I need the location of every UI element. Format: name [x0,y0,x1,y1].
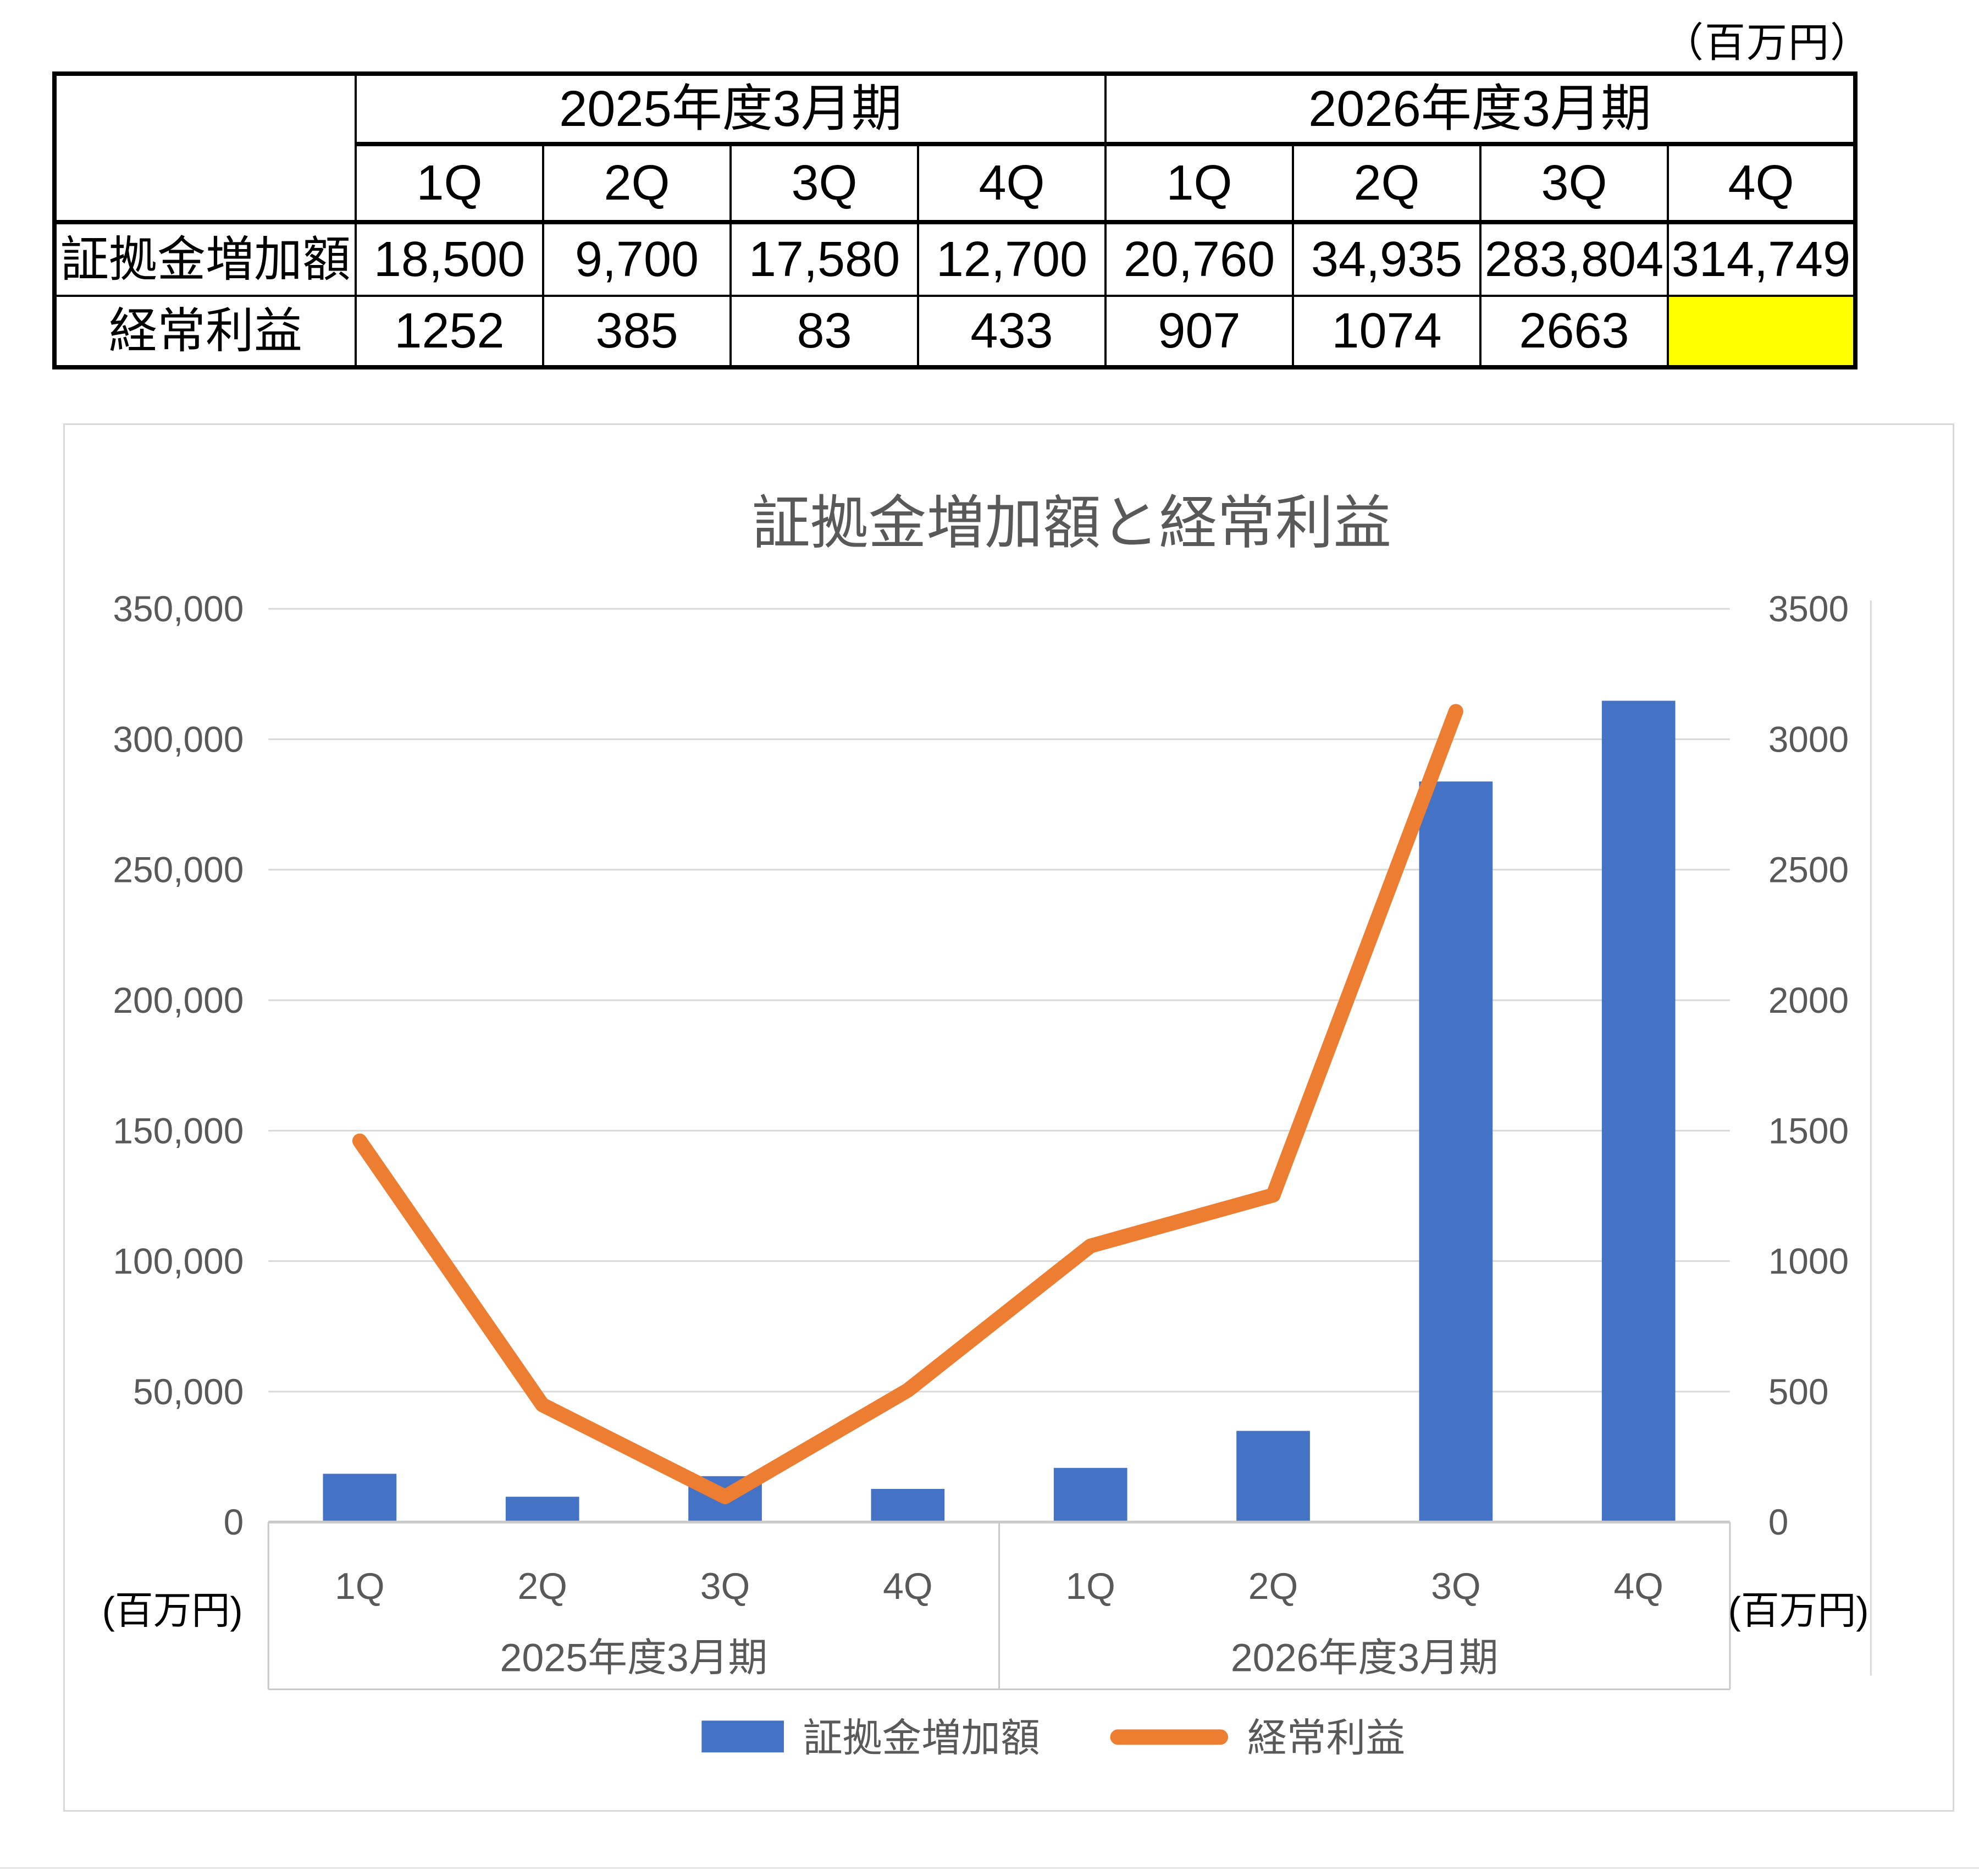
left-axis-tick-label: 150,000 [113,1110,244,1151]
table-row-margin: 証拠金増加額 18,500 9,700 17,580 12,700 20,760… [53,221,1856,297]
category-label: 1Q [1065,1566,1115,1607]
chart-card: 証拠金増加額と経常利益 0 0 50,000 500 100,000 1000 150,000… [63,423,1954,1812]
line-series [352,704,1463,1504]
left-axis-tick-label: 50,000 [133,1371,244,1412]
table-row-profit: 経常利益 1252 385 83 433 907 1074 2663 [53,295,1856,368]
bar [1601,700,1676,1522]
bar [1419,781,1493,1522]
right-axis-unit-label: (百万円) [1728,1589,1869,1632]
table-row-years: 2025年度3月期 2026年度3月期 [53,73,1856,224]
right-axis-tick-label: 2000 [1768,980,1849,1020]
unit-note-top: （百万円） [1663,20,1872,65]
value-cell: 12,700 [917,221,1107,297]
quarter-header-cell: 1Q [355,143,544,224]
category-label: 3Q [1431,1566,1480,1607]
quarter-header-cell: 3Q [729,143,919,224]
legend-line-swatch [1110,1729,1229,1745]
right-axis-tick-label: 3000 [1768,719,1849,759]
quarter-header-cell: 3Q [1479,143,1669,224]
page-bottom-rule [0,1867,1979,1869]
bar [871,1488,945,1522]
value-cell: 314,749 [1667,221,1856,297]
legend-label: 証拠金増加額 [803,1716,1040,1760]
corner-cell [53,73,357,224]
right-axis-tick-label: 500 [1768,1371,1829,1412]
year-header-cell: 2026年度3月期 [1104,73,1856,146]
value-cell: 1074 [1292,295,1482,368]
row-label: 証拠金増加額 [53,221,357,297]
data-table: 2025年度3月期 2026年度3月期 1Q 2Q 3Q 4Q 1Q 2Q 3Q… [52,71,1858,369]
category-label: 3Q [700,1566,750,1607]
right-axis-tick-label: 2500 [1768,849,1849,890]
quarter-header-cell: 2Q [1292,143,1482,224]
legend-bar-swatch [701,1720,784,1753]
right-axis-tick-label: 0 [1768,1502,1789,1542]
table-container: 2025年度3月期 2026年度3月期 1Q 2Q 3Q 4Q 1Q 2Q 3Q… [52,71,1858,369]
combo-chart: 証拠金増加額と経常利益 0 0 50,000 500 100,000 1000 150,000… [102,490,1872,1760]
left-axis-tick-label: 300,000 [113,719,244,759]
group-label: 2026年度3月期 [1231,1636,1499,1680]
left-axis-unit-label: (百万円) [102,1589,243,1632]
value-cell: 34,935 [1292,221,1482,297]
quarter-header-cell: 1Q [1104,143,1294,224]
bar [505,1497,579,1522]
bar [1236,1431,1310,1522]
table-row-quarters: 1Q 2Q 3Q 4Q 1Q 2Q 3Q 4Q [54,143,1856,224]
value-cell: 283,804 [1479,221,1669,297]
right-axis-tick-label: 1500 [1768,1110,1849,1151]
value-cell: 17,580 [729,221,919,297]
value-cell: 18,500 [355,221,544,297]
legend-label: 経常利益 [1247,1716,1405,1760]
bar [323,1474,397,1522]
value-cell: 907 [1104,295,1294,368]
quarter-header-cell: 4Q [1667,143,1856,224]
category-label: 4Q [883,1566,932,1607]
chart-title: 証拠金増加額と経常利益 [752,490,1391,555]
value-cell: 385 [542,295,732,368]
left-axis-tick-label: 250,000 [113,849,244,890]
quarter-header-cell: 4Q [917,143,1107,224]
row-label: 経常利益 [53,295,357,368]
highlighted-empty-cell [1667,295,1856,368]
group-label: 2025年度3月期 [500,1636,767,1680]
category-label: 2Q [1248,1566,1298,1607]
value-cell: 83 [729,295,919,368]
category-label: 4Q [1613,1566,1663,1607]
year-header-cell: 2025年度3月期 [355,73,1107,146]
value-cell: 433 [917,295,1107,368]
value-cell: 2663 [1479,295,1669,368]
right-axis-tick-label: 3500 [1768,588,1849,629]
quarter-header-cell: 2Q [542,143,732,224]
category-label: 2Q [517,1566,567,1607]
value-cell: 1252 [355,295,544,368]
value-cell: 9,700 [542,221,732,297]
right-axis-tick-label: 1000 [1768,1241,1849,1282]
category-label: 1Q [335,1566,384,1607]
left-axis-tick-label: 0 [224,1502,244,1542]
bar [1053,1467,1127,1522]
left-axis-tick-label: 200,000 [113,980,244,1020]
left-axis-tick-label: 100,000 [113,1241,244,1282]
left-axis-tick-label: 350,000 [113,588,244,629]
value-cell: 20,760 [1104,221,1294,297]
